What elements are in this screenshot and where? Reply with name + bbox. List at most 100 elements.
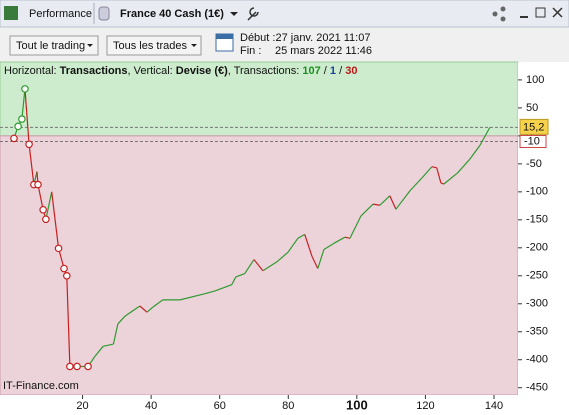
equity-segment [66, 275, 71, 367]
y-tick-label: -150 [526, 214, 548, 226]
y-tick-label: -250 [526, 270, 548, 282]
equity-segment [389, 195, 397, 210]
close-button[interactable] [552, 7, 563, 18]
dropdown-arrow [191, 44, 197, 47]
trade-marker [84, 362, 92, 371]
last-value-box [519, 118, 549, 135]
equity-segment [379, 195, 391, 206]
reference-label: -10 [524, 135, 540, 147]
y-tick-label: 100 [526, 74, 544, 86]
share-icon [500, 6, 506, 12]
equity-segment [395, 190, 411, 210]
filter-label: Tout le trading [16, 40, 85, 52]
x-tick-label: 40 [145, 400, 157, 412]
filter-label: Tous les trades [113, 40, 187, 52]
dropdown-arrow [230, 12, 238, 16]
equity-segment [45, 191, 53, 220]
trade-marker [18, 115, 26, 123]
equity-segment [37, 184, 44, 210]
equity-segment [440, 182, 445, 185]
equity-segment [436, 167, 442, 184]
equity-segment [344, 236, 351, 239]
settings-icon[interactable] [247, 7, 259, 21]
y-tick-label: -450 [526, 382, 548, 394]
x-tick-label: 60 [214, 400, 226, 412]
header-part: / [321, 65, 330, 77]
equity-segment [253, 259, 264, 272]
y-tick-label: -100 [526, 186, 548, 198]
header-part: Devise (€) [176, 65, 228, 77]
y-tick-label: -400 [526, 354, 548, 366]
y-tick-label: -50 [526, 158, 542, 170]
filter-dropdown[interactable] [106, 35, 202, 56]
equity-segment [457, 158, 471, 174]
equity-segment [431, 166, 437, 169]
watermark: IT-Finance.com [3, 380, 79, 392]
calendar-icon-top [216, 34, 233, 39]
equity-segment [24, 88, 30, 145]
equity-segment [117, 315, 126, 325]
y-tick-label: 50 [526, 102, 538, 114]
x-tick-label: 140 [485, 400, 503, 412]
maximize-button[interactable] [535, 7, 546, 18]
equity-segment [51, 191, 60, 249]
x-tick-label: 100 [346, 397, 368, 412]
start-date: Début :27 janv. 2021 11:07 [240, 32, 370, 44]
last-value-label: 15,2 [523, 121, 544, 133]
header-part: / [336, 65, 345, 77]
header-part: , Vertical: [128, 65, 176, 77]
trade-marker [34, 180, 42, 189]
header-part: 30 [345, 65, 357, 77]
trade-marker [10, 134, 18, 143]
trade-marker [66, 362, 74, 371]
share-icon[interactable] [492, 11, 498, 17]
equity-segment [443, 172, 459, 185]
equity-segment [333, 236, 346, 244]
equity-segment [244, 259, 255, 274]
equity-segment [139, 305, 148, 313]
equity-segment [231, 276, 237, 286]
trade-marker [73, 362, 81, 371]
x-axis-bg [0, 395, 569, 415]
equity-segment [112, 323, 119, 345]
equity-segment [311, 255, 319, 269]
equity-segment [94, 345, 104, 357]
x-tick-label: 80 [282, 400, 294, 412]
equity-segment [276, 251, 289, 263]
end-date: 25 mars 2022 11:46 [275, 45, 372, 57]
toolbar [0, 0, 569, 28]
equity-segment [103, 343, 114, 347]
y-tick-label: -300 [526, 298, 548, 310]
header-part: Horizontal: [4, 65, 60, 77]
equity-segment [287, 237, 299, 253]
equity-segment [323, 242, 335, 250]
equity-segment [409, 177, 423, 192]
y-tick-label: -350 [526, 326, 548, 338]
trade-marker [21, 85, 29, 93]
trade-marker [60, 264, 68, 273]
equity-segment [28, 144, 35, 185]
equity-segment [214, 284, 232, 292]
equity-segment [262, 261, 278, 272]
reference-label-box [519, 134, 547, 148]
tab-label[interactable]: Performance [29, 8, 92, 20]
trade-marker [14, 122, 22, 131]
app-icon [4, 6, 18, 20]
equity-segment [421, 166, 433, 179]
y-tick-label: -200 [526, 242, 548, 254]
trade-marker [54, 244, 63, 253]
y-axis-bg [518, 62, 569, 395]
trade-marker [42, 215, 50, 224]
instrument-select[interactable]: France 40 Cash (1€) [120, 8, 224, 20]
equity-segment [372, 203, 380, 206]
link-icon[interactable] [98, 6, 110, 21]
trade-marker [25, 140, 33, 149]
equity-segment [235, 272, 245, 278]
equity-segment [349, 215, 362, 239]
header-part: 107 [302, 65, 320, 77]
equity-segment [124, 305, 141, 317]
equity-segment [479, 127, 491, 146]
filter-dropdown[interactable] [9, 35, 99, 56]
equity-segment [469, 145, 481, 160]
